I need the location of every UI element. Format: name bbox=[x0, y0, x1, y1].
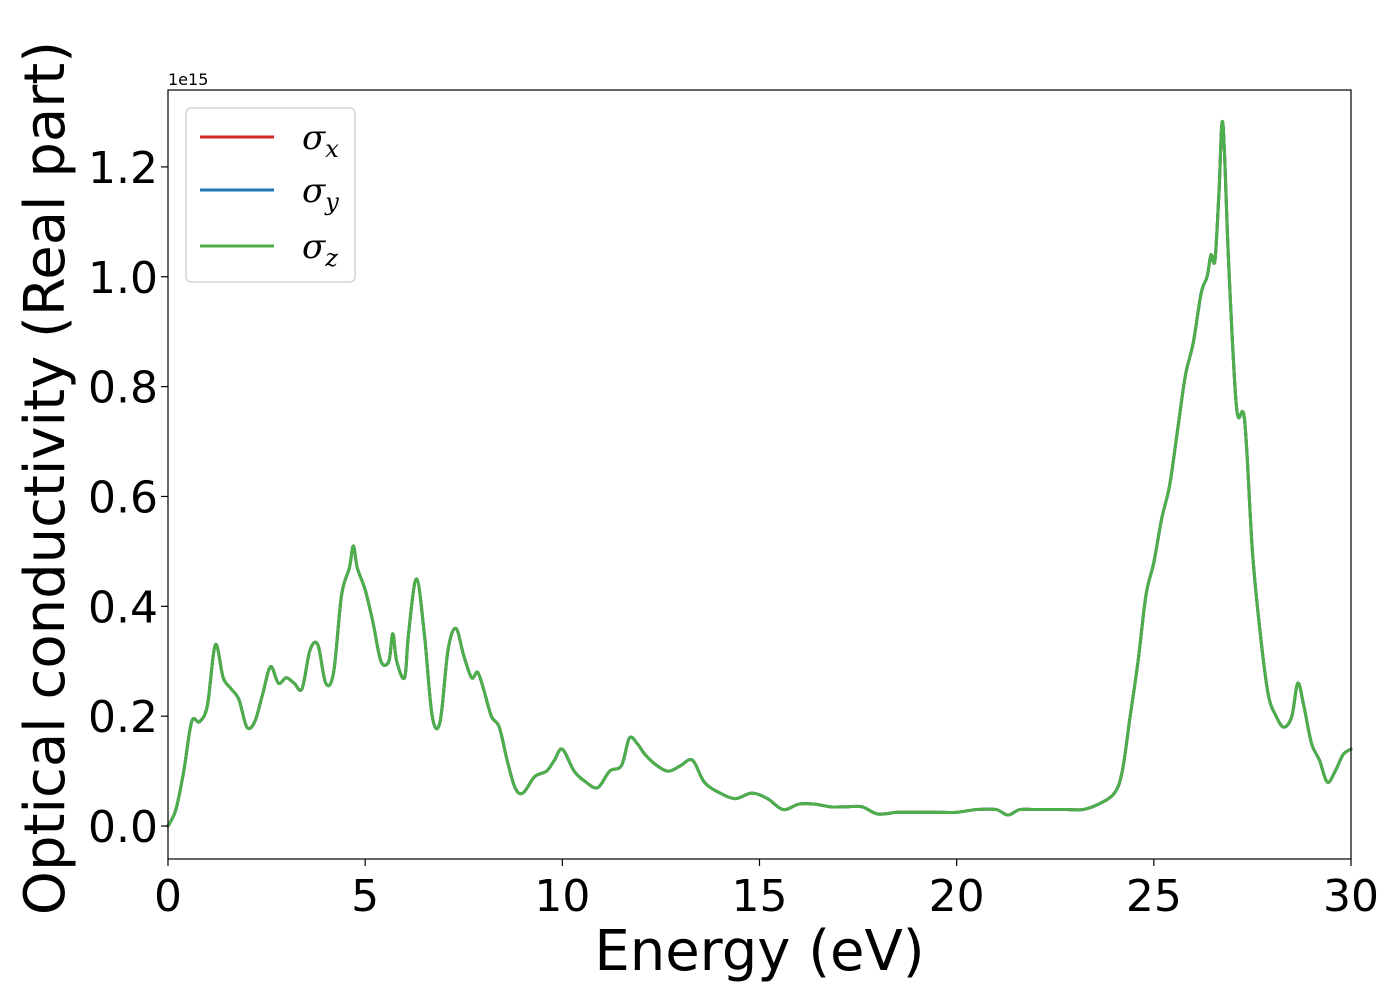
y-axis-title: Optical conductivity (Real part) bbox=[13, 41, 78, 915]
y-tick-label: 0.2 bbox=[88, 692, 158, 743]
x-tick-label: 15 bbox=[732, 871, 788, 922]
legend-label-sigma-x: σx bbox=[302, 118, 339, 163]
x-tick-label: 10 bbox=[534, 871, 590, 922]
x-tick-label: 20 bbox=[929, 871, 985, 922]
x-tick-label: 5 bbox=[351, 871, 379, 922]
legend-box bbox=[185, 107, 356, 283]
x-tick-label: 30 bbox=[1323, 871, 1379, 922]
legend: σx σy σz bbox=[185, 107, 356, 283]
y-tick-label: 0.8 bbox=[88, 363, 158, 414]
series-layer bbox=[166, 119, 1353, 828]
y-tick-label: 1.2 bbox=[88, 143, 158, 194]
y-tick-label: 1.0 bbox=[88, 253, 158, 304]
y-axis-ticks: 0.0 0.2 0.4 0.6 0.8 1.0 1.2 bbox=[88, 143, 168, 853]
legend-label-sigma-y: σy bbox=[302, 171, 339, 216]
y-tick-label: 0.0 bbox=[88, 802, 158, 853]
series-line-sigma-z bbox=[166, 119, 1353, 828]
y-tick-label: 0.6 bbox=[88, 472, 158, 523]
x-tick-label: 25 bbox=[1126, 871, 1182, 922]
legend-label-sigma-z: σz bbox=[302, 227, 338, 272]
x-axis-ticks: 0 5 10 15 20 25 30 bbox=[154, 859, 1379, 922]
x-axis-title: Energy (eV) bbox=[594, 919, 924, 984]
y-offset-text: 1e15 bbox=[168, 70, 208, 89]
y-tick-label: 0.4 bbox=[88, 582, 158, 633]
x-tick-label: 0 bbox=[154, 871, 182, 922]
